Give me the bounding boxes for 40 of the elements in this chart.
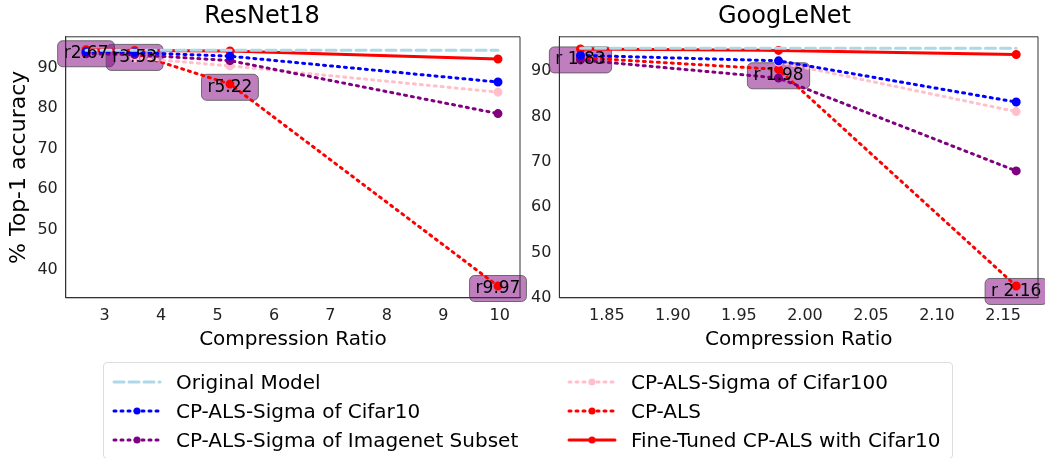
x-tick-label: 2.10 <box>919 304 955 324</box>
x-tick-label: 6 <box>268 304 280 324</box>
annotation: r 2.16 <box>991 279 1042 300</box>
x-tick-label: 2.15 <box>985 304 1021 324</box>
y-tick-label: 90 <box>37 57 58 77</box>
x-axis-title: Compression Ratio <box>199 326 387 351</box>
y-tick-label: 60 <box>531 196 552 216</box>
legend-label: Original Model <box>176 369 321 394</box>
annotation: r9.97 <box>475 276 521 297</box>
legend-label: Fine-Tuned CP-ALS with Cifar10 <box>631 427 941 452</box>
x-tick-label: 8 <box>381 304 392 324</box>
x-tick-label: 2.00 <box>787 304 823 324</box>
y-tick-label: 90 <box>531 60 552 80</box>
x-tick-label: 2.05 <box>853 304 889 324</box>
x-tick-label: 1.90 <box>655 304 691 324</box>
x-tick-label: 9 <box>438 304 449 324</box>
y-tick-label: 80 <box>37 97 58 117</box>
x-tick-label: 1.95 <box>721 304 757 324</box>
y-tick-label: 80 <box>531 105 552 125</box>
y-tick-label: 50 <box>531 241 552 261</box>
x-tick-label: 5 <box>212 304 223 324</box>
y-tick-label: 50 <box>37 218 58 238</box>
legend-label: CP-ALS-Sigma of Cifar10 <box>176 398 421 423</box>
y-axis-title: % Top-1 accuracy <box>4 70 30 264</box>
legend-label: CP-ALS-Sigma of Imagenet Subset <box>176 427 519 452</box>
legend-label: CP-ALS-Sigma of Cifar100 <box>631 369 888 394</box>
x-tick-label: 7 <box>325 304 336 324</box>
x-tick-label: 1.85 <box>589 304 625 324</box>
y-tick-label: 70 <box>37 137 58 157</box>
y-tick-label: 70 <box>531 151 552 171</box>
chart-title: ResNet18 <box>204 0 320 29</box>
x-tick-label: 4 <box>156 304 167 324</box>
chart-title: GoogLeNet <box>717 0 852 29</box>
x-tick-label: 3 <box>99 304 110 324</box>
x-tick-label: 10 <box>489 304 510 324</box>
y-tick-label: 40 <box>531 286 552 306</box>
y-tick-label: 60 <box>37 178 58 198</box>
x-axis-title: Compression Ratio <box>704 326 893 351</box>
legend-label: CP-ALS <box>631 398 701 423</box>
y-tick-label: 40 <box>37 259 58 279</box>
